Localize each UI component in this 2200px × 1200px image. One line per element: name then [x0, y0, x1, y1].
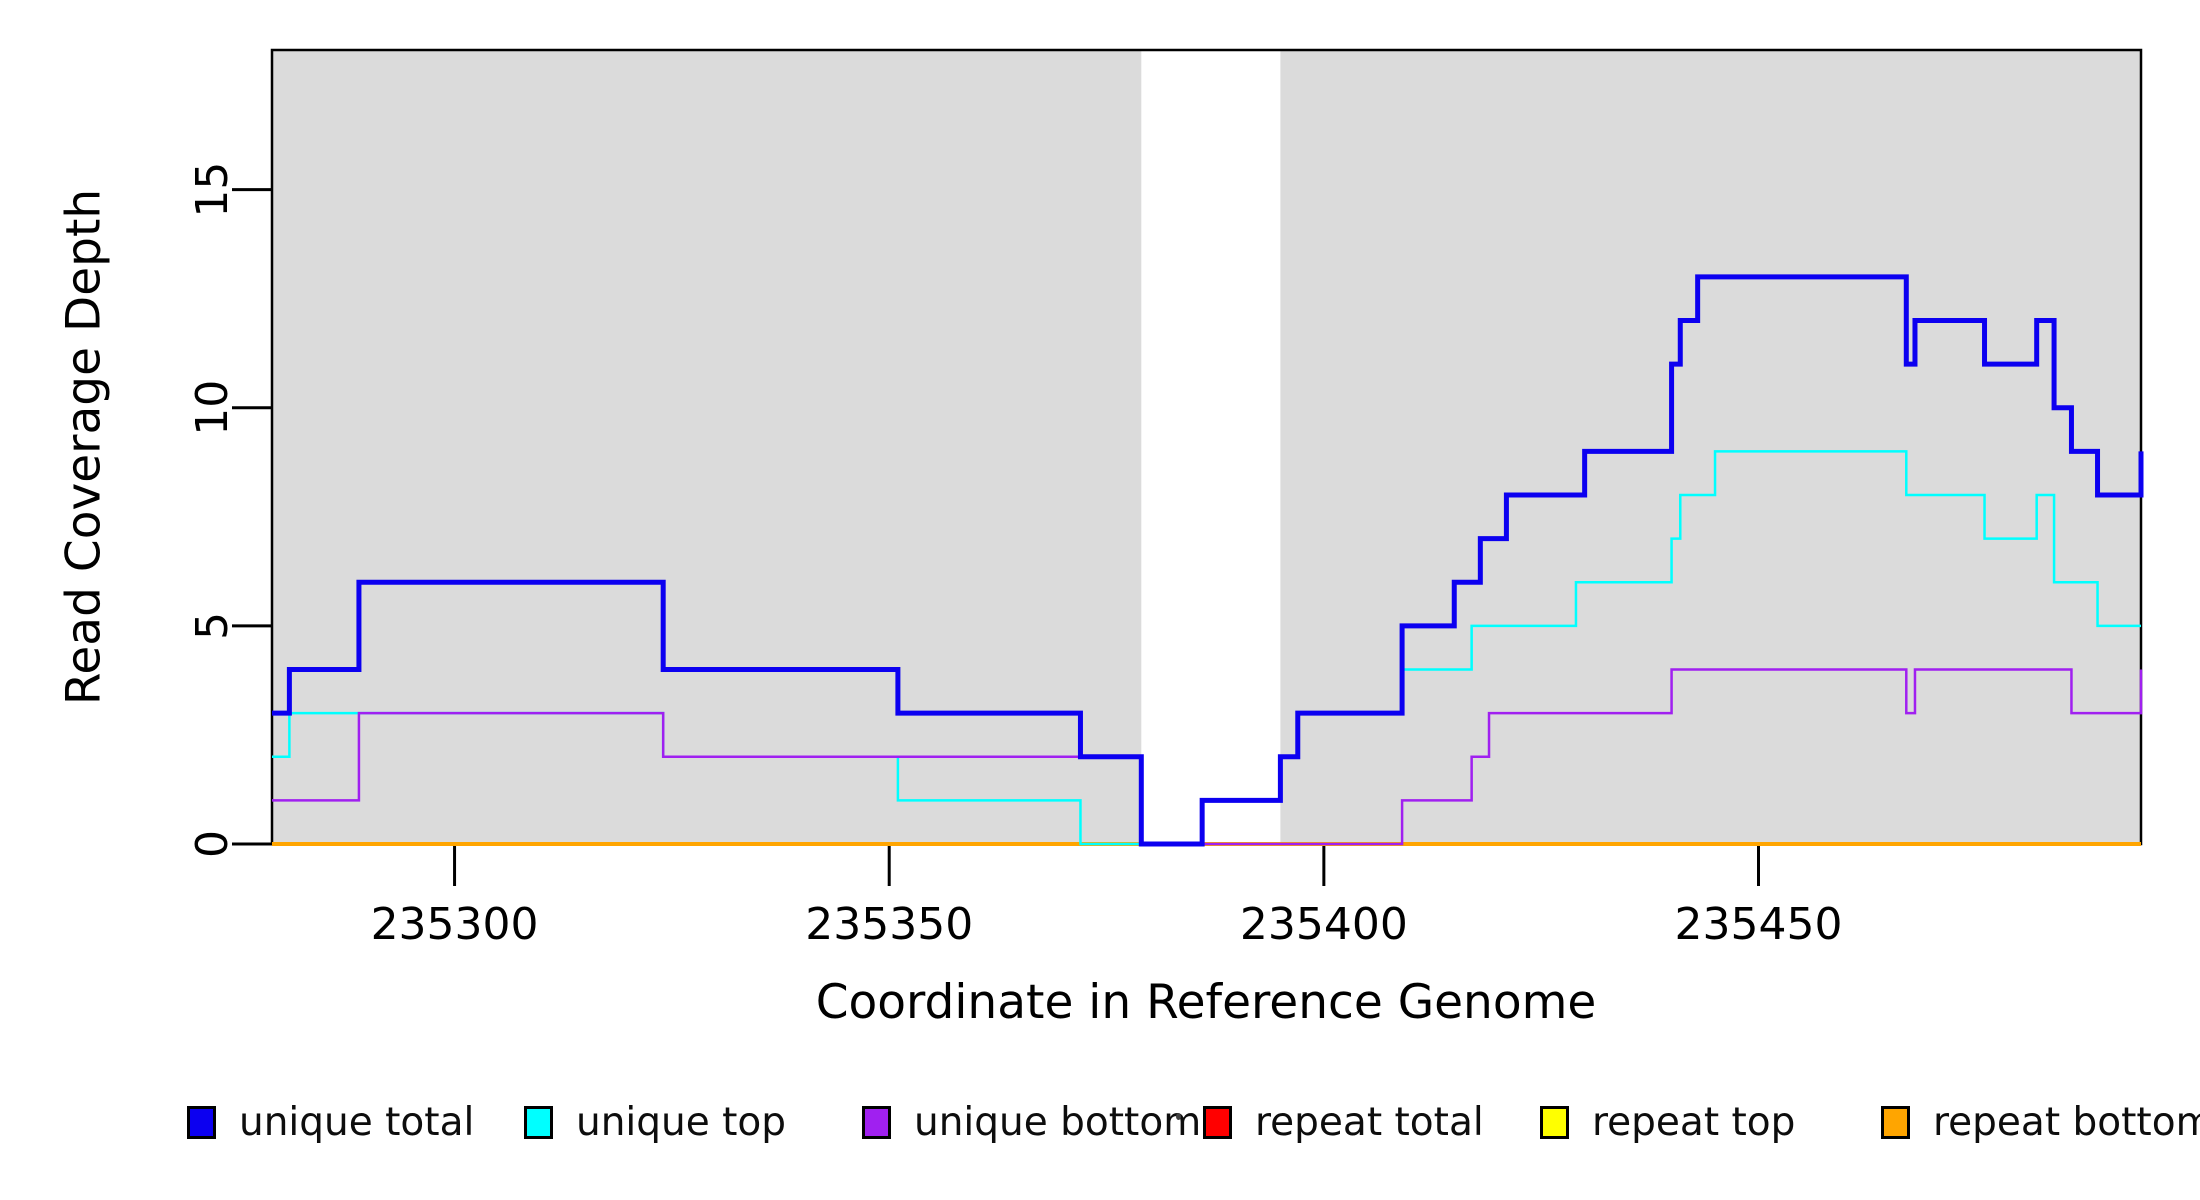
legend-label-unique-bottom: unique bottom [914, 1099, 1202, 1145]
legend-item-unique-top: unique top [524, 1098, 786, 1146]
y-tick-label: 0 [187, 830, 238, 858]
stray-dot-artifact [1176, 1113, 1181, 1120]
legend-swatch-unique-top [524, 1105, 553, 1139]
legend-swatch-unique-total [187, 1105, 216, 1139]
y-axis-title: Read Coverage Depth [56, 188, 112, 706]
series-unique-bottom [272, 668, 2143, 846]
legend-swatch-repeat-bottom [1881, 1105, 1910, 1139]
legend-label-repeat-top: repeat top [1592, 1099, 1796, 1145]
series-unique-top [272, 450, 2141, 846]
legend-swatch-unique-bottom [862, 1105, 891, 1139]
legend-item-repeat-top: repeat top [1540, 1098, 1795, 1146]
x-tick-label: 235350 [805, 899, 973, 950]
y-tick-label: 5 [187, 612, 238, 640]
x-tick-label: 235450 [1675, 899, 1843, 950]
series-unique-total [272, 274, 2144, 847]
legend-label-unique-top: unique top [576, 1099, 787, 1145]
legend-label-repeat-total: repeat total [1255, 1099, 1484, 1145]
x-axis-title: Coordinate in Reference Genome [815, 975, 1597, 1030]
x-tick-label: 235400 [1240, 899, 1408, 950]
x-tick-label: 235300 [371, 899, 539, 950]
legend-swatch-repeat-total [1203, 1105, 1232, 1139]
legend-item-unique-total: unique total [187, 1098, 474, 1146]
legend-label-unique-total: unique total [239, 1099, 475, 1145]
legend-item-repeat-bottom: repeat bottom [1881, 1098, 2200, 1146]
legend-swatch-repeat-top [1540, 1105, 1569, 1139]
legend: unique total unique top unique bottom repea… [0, 1098, 2200, 1148]
shaded-region-1 [1280, 50, 2141, 844]
y-tick-label: 10 [187, 380, 238, 436]
shaded-region-0 [272, 50, 1142, 844]
legend-item-unique-bottom: unique bottom [862, 1098, 1201, 1146]
legend-item-repeat-total: repeat total [1203, 1098, 1484, 1146]
y-tick-label: 15 [187, 162, 238, 218]
legend-label-repeat-bottom: repeat bottom [1933, 1099, 2200, 1145]
